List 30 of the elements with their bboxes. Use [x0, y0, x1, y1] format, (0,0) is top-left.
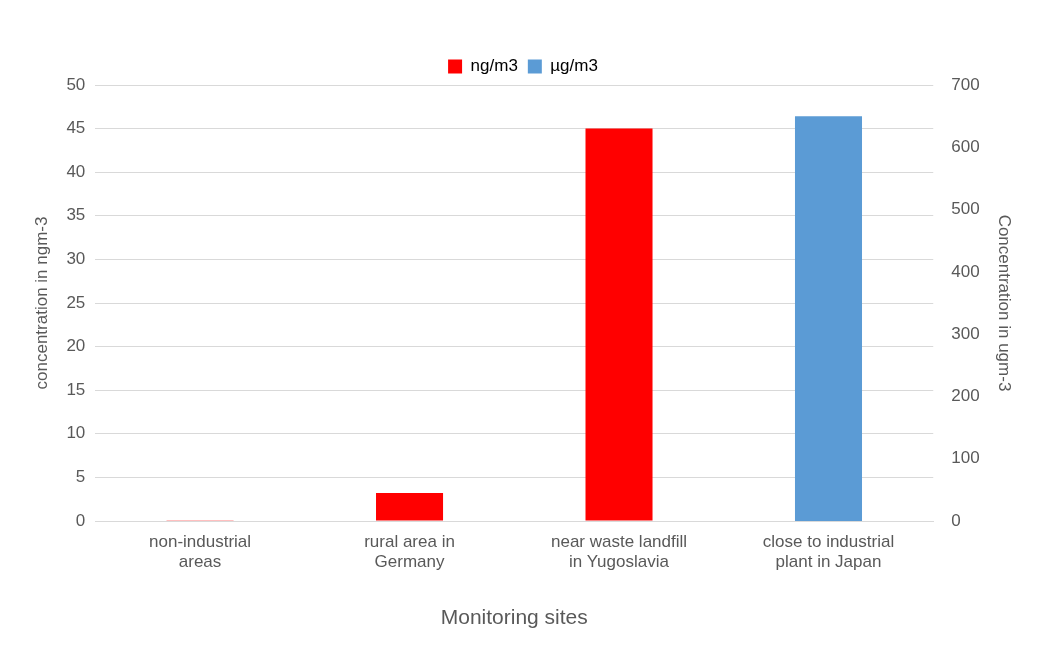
- y2-tick-label: 300: [951, 323, 980, 343]
- y-tick-label: 50: [66, 74, 86, 94]
- x-tick-label: close to industrial plant in Japan: [762, 531, 895, 572]
- y-tick-label: 10: [66, 423, 86, 443]
- y-tick-label: 20: [66, 336, 86, 356]
- bar: [376, 493, 444, 521]
- y2-tick-label: 400: [951, 261, 980, 281]
- y-tick-label: 0: [75, 510, 86, 530]
- y-tick-label: 35: [66, 205, 86, 225]
- y-axis-title: concentration in ngm-3: [31, 216, 51, 390]
- y-tick-label: 25: [66, 292, 86, 312]
- y-tick-label: 15: [66, 379, 86, 399]
- y-tick-label: 5: [75, 467, 86, 487]
- x-tick-label: non-industrial areas: [149, 531, 252, 572]
- legend-label: ng/m3: [470, 56, 518, 76]
- y-tick-label: 45: [66, 118, 86, 138]
- bar: [585, 128, 653, 521]
- y-tick-label: 40: [66, 161, 86, 181]
- y-tick-label: 30: [66, 249, 86, 269]
- legend-label: µg/m3: [550, 56, 598, 76]
- x-axis-title: Monitoring sites: [440, 605, 588, 629]
- y2-tick-label: 0: [951, 510, 961, 530]
- y2-tick-label: 200: [951, 386, 980, 406]
- y2-tick-label: 100: [951, 448, 980, 468]
- y2-tick-label: 500: [951, 199, 980, 219]
- y2-tick-label: 700: [951, 74, 980, 94]
- x-tick-label: near waste landfill in Yugoslavia: [550, 531, 688, 572]
- x-tick-label: rural area in Germany: [364, 531, 455, 572]
- y2-axis-title: Concentration in ugm-3: [995, 214, 1015, 392]
- y2-tick-label: 600: [951, 136, 980, 156]
